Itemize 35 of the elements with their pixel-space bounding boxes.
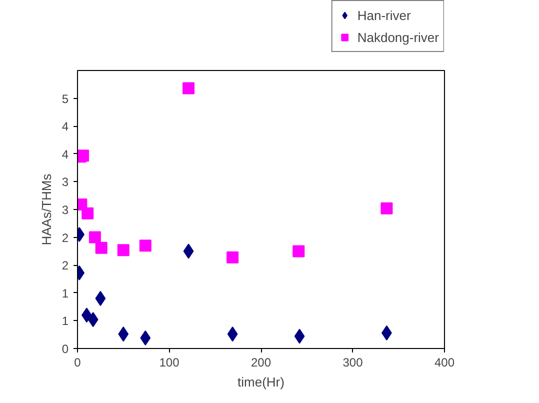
y-tick-label: 3 — [62, 175, 69, 190]
point — [182, 82, 195, 94]
y-tick-label: 1 — [62, 314, 69, 328]
y-tick-label: 2 — [62, 258, 69, 273]
point — [294, 328, 305, 344]
point — [227, 326, 238, 342]
point — [95, 242, 108, 254]
point — [183, 244, 194, 259]
x-tick-label: 200 — [250, 356, 272, 370]
y-tick-label: 3 — [62, 203, 69, 217]
legend-label: Han-river — [357, 8, 411, 22]
point — [82, 207, 94, 220]
x-tick-label: 400 — [434, 356, 455, 370]
y-tick-label: 5 — [62, 92, 69, 106]
point — [292, 245, 305, 258]
point — [139, 240, 152, 252]
legend-label: Nakdong-river — [357, 30, 439, 44]
point — [88, 312, 98, 328]
x-axis-title: time(Hr) — [238, 374, 284, 390]
x-tick-label: 300 — [342, 356, 364, 370]
point — [118, 326, 129, 342]
y-tick-label: 4 — [62, 147, 69, 162]
point — [88, 231, 101, 244]
y-tick-label: 2 — [62, 230, 69, 245]
y-tick-label: 1 — [62, 286, 69, 300]
point — [117, 244, 130, 256]
y-tick-label: 0 — [62, 342, 69, 356]
point — [140, 330, 151, 346]
point — [95, 290, 106, 306]
y-tick-label: 4 — [62, 120, 69, 134]
x-tick-label: 0 — [74, 356, 82, 370]
x-tick-label: 100 — [159, 356, 180, 370]
y-axis-title: HAAs/THMs — [38, 173, 54, 246]
point — [380, 202, 393, 214]
point — [226, 251, 239, 264]
